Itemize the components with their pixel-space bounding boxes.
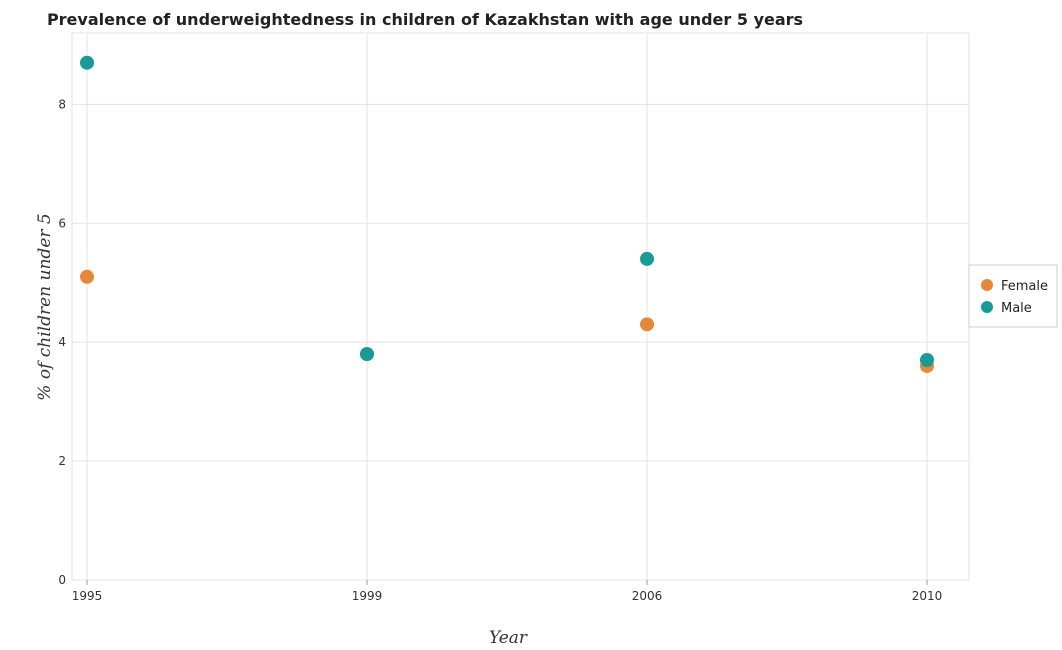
data-point-male [640, 251, 654, 266]
y-tick-label: 4 [58, 335, 66, 349]
y-tick-label: 8 [58, 97, 66, 111]
legend-label-male: Male [1001, 301, 1032, 316]
data-point-male [920, 353, 934, 368]
legend-box [968, 264, 1058, 328]
y-tick-label: 2 [58, 454, 66, 468]
axes: 0 2 4 6 8 1995 1999 2006 2010 [58, 97, 942, 603]
legend-marker-male [981, 301, 993, 313]
y-tick-label: 6 [58, 216, 66, 230]
data-point-female [640, 317, 654, 332]
legend-marker-female [981, 279, 993, 291]
chart-title: Prevalence of underweightedness in child… [47, 10, 803, 29]
x-tick-label: 1999 [352, 589, 383, 603]
data-point-female [80, 269, 94, 284]
x-tick-label: 2006 [632, 589, 663, 603]
y-axis-label: % of children under 5 [35, 213, 55, 400]
data-points [80, 55, 934, 373]
x-tick-label: 1995 [72, 589, 103, 603]
data-point-male [80, 55, 94, 70]
grid [71, 32, 970, 581]
x-axis-label: Year [489, 628, 528, 648]
plot-area [71, 32, 970, 581]
data-point-male [360, 347, 374, 362]
y-tick-label: 0 [58, 573, 66, 587]
x-tick-label: 2010 [912, 589, 943, 603]
legend-label-female: Female [1001, 279, 1048, 294]
legend: Female Male [968, 264, 1058, 328]
